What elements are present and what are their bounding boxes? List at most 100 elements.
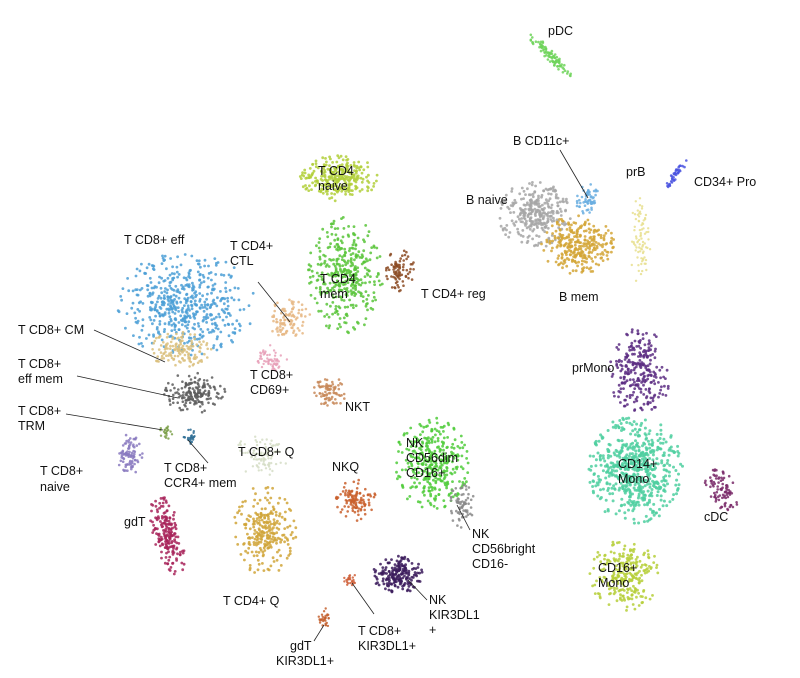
scatter-point bbox=[364, 224, 368, 227]
scatter-point bbox=[409, 263, 413, 266]
scatter-point bbox=[370, 246, 374, 250]
scatter-point bbox=[272, 560, 276, 563]
scatter-point bbox=[568, 217, 572, 221]
scatter-point bbox=[168, 315, 172, 318]
scatter-point bbox=[202, 391, 205, 394]
scatter-point bbox=[300, 314, 303, 318]
scatter-point bbox=[403, 566, 407, 570]
scatter-point bbox=[290, 326, 293, 330]
scatter-point bbox=[549, 206, 553, 210]
scatter-point bbox=[184, 301, 188, 305]
scatter-point bbox=[177, 396, 181, 399]
scatter-point bbox=[318, 249, 322, 253]
cluster-points bbox=[151, 330, 213, 368]
scatter-point bbox=[251, 487, 255, 490]
scatter-point bbox=[537, 196, 540, 200]
scatter-point bbox=[568, 271, 572, 275]
scatter-point bbox=[202, 385, 205, 388]
scatter-point bbox=[284, 312, 288, 316]
scatter-point bbox=[406, 255, 410, 258]
scatter-point bbox=[345, 288, 348, 292]
scatter-point bbox=[261, 438, 264, 441]
scatter-point bbox=[193, 316, 197, 320]
scatter-point bbox=[432, 504, 436, 508]
scatter-point bbox=[225, 315, 228, 319]
scatter-point bbox=[362, 168, 366, 172]
scatter-point bbox=[327, 398, 331, 402]
scatter-point bbox=[236, 287, 240, 290]
scatter-point bbox=[270, 528, 274, 531]
scatter-point bbox=[283, 527, 287, 530]
scatter-point bbox=[328, 177, 331, 181]
scatter-point bbox=[381, 566, 385, 569]
scatter-point bbox=[416, 566, 420, 569]
scatter-point bbox=[377, 583, 381, 587]
scatter-point bbox=[180, 283, 183, 287]
scatter-point bbox=[203, 300, 207, 304]
scatter-point bbox=[384, 558, 388, 562]
scatter-point bbox=[280, 515, 284, 519]
scatter-point bbox=[216, 335, 219, 339]
scatter-point bbox=[402, 259, 406, 262]
scatter-point bbox=[512, 222, 516, 225]
scatter-point bbox=[643, 493, 647, 497]
scatter-point bbox=[578, 241, 581, 245]
scatter-point bbox=[162, 532, 166, 535]
scatter-point bbox=[620, 471, 624, 475]
scatter-point bbox=[268, 535, 271, 539]
scatter-point bbox=[171, 344, 175, 348]
scatter-point bbox=[615, 359, 618, 363]
scatter-point bbox=[429, 454, 433, 457]
scatter-point bbox=[311, 274, 315, 278]
scatter-point bbox=[356, 320, 359, 324]
scatter-point bbox=[637, 269, 640, 273]
scatter-point bbox=[637, 355, 640, 358]
scatter-point bbox=[601, 454, 605, 458]
scatter-point bbox=[155, 326, 159, 329]
scatter-point bbox=[318, 392, 322, 395]
scatter-point bbox=[634, 452, 638, 456]
scatter-point bbox=[393, 286, 397, 289]
scatter-point bbox=[675, 492, 678, 496]
scatter-point bbox=[655, 494, 659, 497]
scatter-point bbox=[145, 266, 149, 270]
scatter-point bbox=[121, 460, 125, 464]
scatter-point bbox=[268, 468, 272, 471]
scatter-point bbox=[313, 297, 317, 300]
scatter-point bbox=[233, 331, 237, 335]
scatter-point bbox=[651, 458, 655, 462]
scatter-point bbox=[174, 363, 177, 367]
scatter-point bbox=[275, 318, 278, 321]
scatter-point bbox=[405, 268, 409, 272]
scatter-point bbox=[660, 365, 664, 369]
scatter-point bbox=[251, 522, 255, 526]
scatter-point bbox=[365, 175, 368, 179]
scatter-point bbox=[187, 345, 191, 349]
scatter-point bbox=[263, 443, 267, 446]
scatter-point bbox=[190, 381, 194, 385]
scatter-point bbox=[666, 459, 670, 462]
scatter-point bbox=[665, 461, 669, 465]
scatter-point bbox=[572, 231, 576, 235]
scatter-point bbox=[174, 345, 178, 348]
scatter-point bbox=[544, 198, 548, 202]
scatter-point bbox=[417, 562, 420, 566]
scatter-point bbox=[169, 319, 173, 323]
scatter-point bbox=[354, 184, 357, 188]
scatter-point bbox=[273, 309, 277, 313]
scatter-point bbox=[463, 502, 466, 506]
scatter-point bbox=[253, 532, 256, 536]
scatter-point bbox=[417, 439, 421, 443]
scatter-point bbox=[661, 454, 665, 457]
scatter-point bbox=[193, 333, 197, 336]
scatter-point bbox=[337, 156, 341, 160]
scatter-point bbox=[596, 474, 600, 478]
scatter-point bbox=[180, 335, 183, 339]
scatter-point bbox=[446, 421, 450, 425]
scatter-point bbox=[258, 546, 262, 550]
scatter-point bbox=[340, 163, 344, 167]
scatter-point bbox=[439, 432, 442, 436]
scatter-point bbox=[589, 195, 593, 199]
scatter-point bbox=[655, 365, 659, 369]
scatter-point bbox=[248, 568, 252, 572]
